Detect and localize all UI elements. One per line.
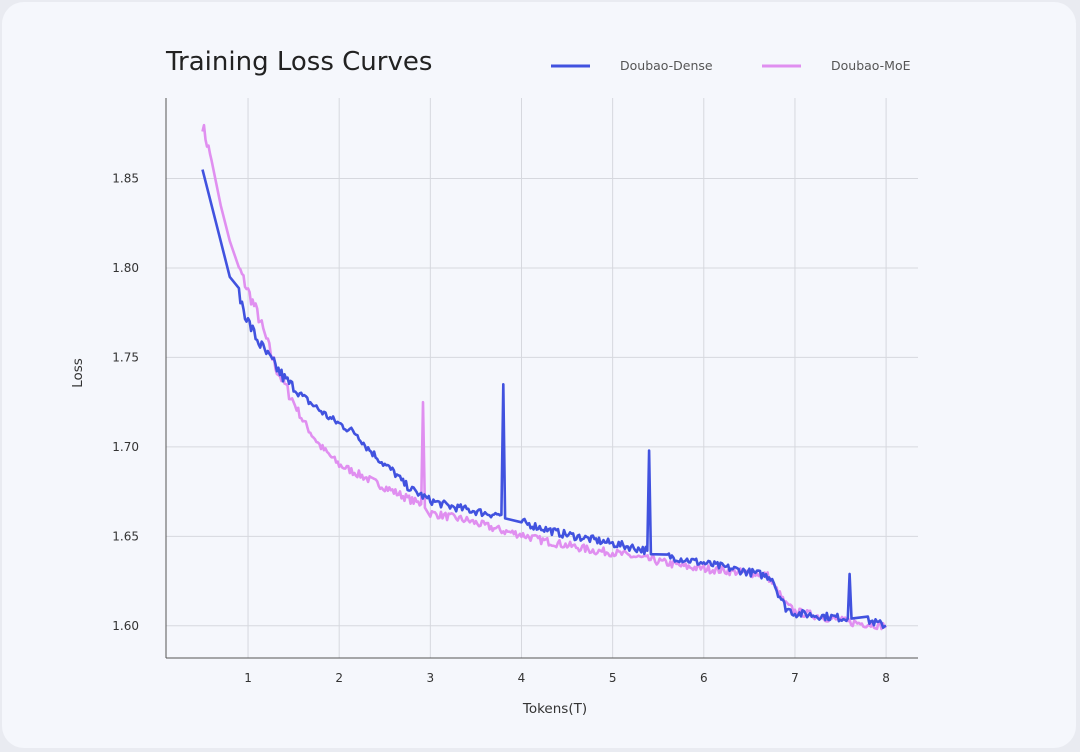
x-tick-label: 7 [791, 671, 799, 685]
y-axis-label: Loss [70, 358, 86, 388]
series-line-moe [201, 123, 887, 631]
legend: Doubao-Dense Doubao-MoE [551, 58, 911, 73]
x-tick-label: 8 [882, 671, 890, 685]
y-tick-label: 1.60 [112, 619, 139, 633]
chart-title: Training Loss Curves [165, 47, 432, 77]
x-axis-label: Tokens(T) [522, 701, 587, 717]
y-tick-label: 1.65 [112, 529, 139, 543]
x-tick-label: 6 [700, 671, 708, 685]
legend-label-moe: Doubao-MoE [831, 58, 911, 73]
x-tick-label: 5 [609, 671, 617, 685]
y-tick-label: 1.80 [112, 261, 139, 275]
series-line-dense [201, 169, 887, 630]
x-tick-label: 3 [427, 671, 435, 685]
y-tick-label: 1.75 [112, 350, 139, 364]
x-tick-label: 4 [518, 671, 526, 685]
y-tick-label: 1.70 [112, 440, 139, 454]
legend-label-dense: Doubao-Dense [620, 58, 713, 73]
x-tick-label: 1 [244, 671, 252, 685]
y-tick-label: 1.85 [112, 172, 139, 186]
x-tick-label: 2 [335, 671, 343, 685]
